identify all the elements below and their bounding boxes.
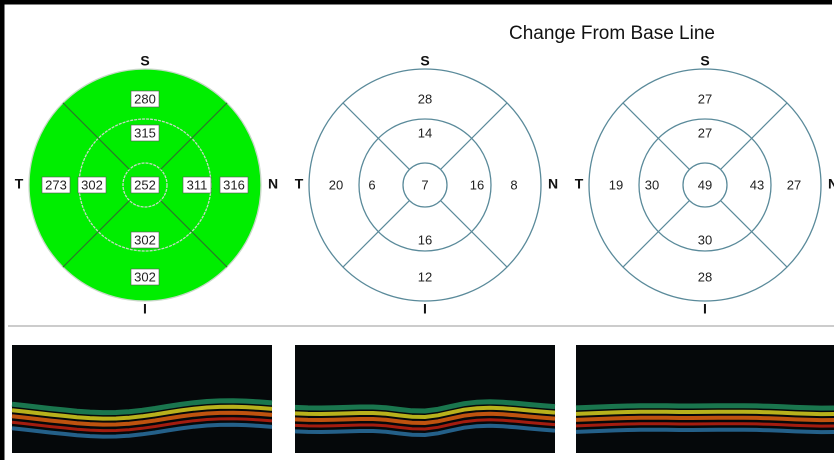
sector-value: 27 — [698, 125, 712, 140]
sector-value: 6 — [368, 177, 375, 192]
sector-label: S — [140, 53, 149, 69]
oct-scans — [12, 345, 834, 453]
sector-label: I — [423, 301, 427, 317]
sector-value: 19 — [609, 177, 623, 192]
sector-value: 315 — [134, 125, 156, 140]
sector-value: 12 — [418, 269, 432, 284]
sector-value: 49 — [698, 177, 712, 192]
sector-value: 273 — [45, 177, 67, 192]
sector-value: 30 — [698, 232, 712, 247]
sector-value: 27 — [698, 91, 712, 106]
sector-value: 16 — [470, 177, 484, 192]
sector-label: S — [420, 53, 429, 69]
sector-value: 311 — [187, 177, 208, 192]
sector-value: 302 — [81, 177, 103, 192]
sector-label: N — [268, 176, 278, 192]
scan-layer — [576, 412, 834, 414]
sector-label: S — [700, 53, 709, 69]
scan-layer — [576, 418, 834, 420]
sector-value: 252 — [134, 177, 156, 192]
report-view: Change From Base Line S I T N 280 315 273 302 25… — [0, 0, 834, 462]
sector-value: 316 — [223, 177, 245, 192]
sector-value: 28 — [698, 269, 712, 284]
scan-image — [576, 345, 834, 453]
page: Change From Base Line S I T N 280 315 273 302 25… — [0, 0, 834, 467]
sector-value: 43 — [750, 177, 764, 192]
sector-label: I — [143, 301, 147, 317]
sector-value: 14 — [418, 125, 432, 140]
sector-label: N — [828, 176, 834, 192]
scan-layer — [576, 406, 834, 408]
sector-label: N — [548, 176, 558, 192]
sector-value: 16 — [418, 232, 432, 247]
sector-value: 280 — [134, 91, 156, 106]
thickness-grids: S I T N 280 315 273 302 252 311 316 302 302 S I T N 28 14 2… — [15, 53, 834, 317]
scan-background — [576, 345, 834, 453]
sector-label: I — [703, 301, 707, 317]
sector-value: 28 — [418, 91, 432, 106]
sector-value: 7 — [421, 177, 428, 192]
sector-value: 27 — [787, 177, 801, 192]
sector-value: 20 — [329, 177, 343, 192]
scan-layer — [576, 430, 834, 432]
sector-value: 30 — [645, 177, 659, 192]
sector-label: T — [295, 176, 304, 192]
sector-value: 8 — [510, 177, 517, 192]
sector-label: T — [15, 176, 24, 192]
scan-image — [12, 345, 272, 453]
sector-value: 302 — [134, 269, 156, 284]
scan-image — [295, 345, 555, 453]
sector-label: T — [575, 176, 584, 192]
report-title: Change From Base Line — [509, 23, 715, 44]
sector-value: 302 — [134, 232, 156, 247]
